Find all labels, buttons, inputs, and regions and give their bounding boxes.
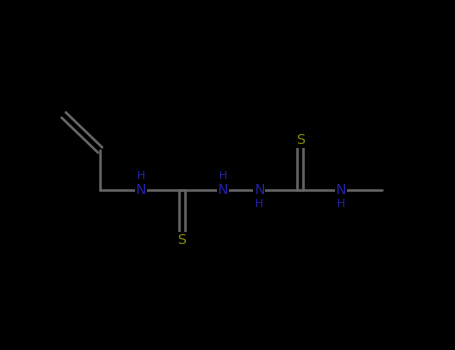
Text: N: N xyxy=(218,183,228,197)
Text: H: H xyxy=(137,171,145,181)
Text: H: H xyxy=(255,199,263,209)
Text: S: S xyxy=(296,133,305,147)
Text: S: S xyxy=(177,233,187,247)
Text: H: H xyxy=(337,199,345,209)
Text: H: H xyxy=(219,171,227,181)
Text: N: N xyxy=(136,183,146,197)
Text: N: N xyxy=(254,183,264,197)
Text: N: N xyxy=(336,183,346,197)
